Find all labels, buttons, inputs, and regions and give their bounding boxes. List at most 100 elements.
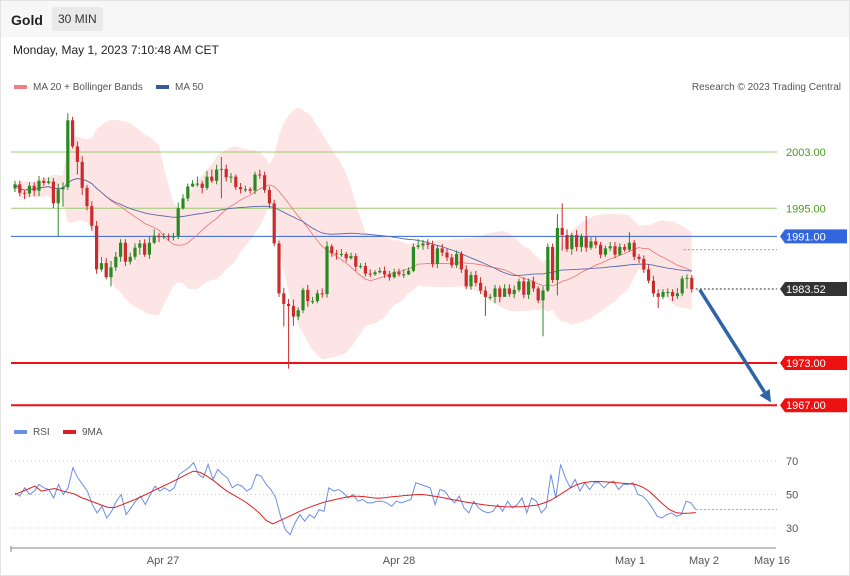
rsi-tick-50: 50 — [786, 490, 798, 502]
candle-body — [219, 168, 223, 170]
ma50-legend-label: MA 50 — [175, 82, 204, 93]
candle-body — [469, 275, 473, 287]
candle-body — [594, 241, 598, 245]
candle-body — [546, 246, 550, 291]
candle-body — [512, 289, 516, 295]
candle-body — [162, 236, 166, 238]
candle-body — [42, 180, 46, 183]
candle-body — [455, 253, 459, 266]
candle-body — [301, 289, 305, 311]
candle-body — [647, 269, 651, 281]
ma20-legend-label: MA 20 + Bollinger Bands — [33, 82, 143, 93]
candle-body — [13, 184, 17, 189]
candle-body — [176, 208, 180, 237]
rsi-panel: 70 50 30 — [11, 456, 798, 536]
candle-body — [599, 244, 603, 255]
level-tags: 2003.00 1995.00 1991.00 1983.52 1973.00 1967.… — [780, 147, 847, 413]
candle-body — [440, 248, 444, 253]
level-label-1995.00: 1995.00 — [786, 203, 826, 215]
candle-body — [378, 270, 382, 273]
candle-body — [387, 274, 391, 278]
level-lines — [11, 151, 777, 407]
candle-body — [416, 245, 420, 247]
candle-body — [234, 176, 238, 188]
candle-body — [119, 242, 123, 257]
candle-body — [99, 263, 103, 270]
candle-body — [507, 288, 511, 295]
candle-body — [383, 270, 387, 275]
candle-body — [335, 253, 339, 255]
header-bar: Gold 30 MIN — [1, 1, 849, 37]
candle-body — [522, 281, 526, 295]
candle-body — [632, 242, 636, 257]
candle-body — [407, 270, 411, 275]
candle-body — [613, 246, 617, 255]
candle-body — [186, 186, 190, 199]
candle-body — [661, 291, 665, 297]
candle-body — [229, 176, 233, 178]
candle-body — [32, 185, 36, 191]
candle-body — [239, 187, 243, 190]
rsi-ma-line — [14, 470, 696, 525]
candle-body — [191, 183, 195, 187]
candle-body — [325, 246, 329, 295]
candle-body — [27, 185, 31, 194]
candle-body — [531, 281, 535, 289]
candle-body — [618, 246, 622, 255]
candle-body — [224, 168, 228, 178]
candle-body — [536, 288, 540, 301]
x-axis: Apr 27 Apr 28 May 1 May 2 May 16 — [10, 546, 790, 567]
candle-body — [210, 176, 214, 181]
candle-body — [397, 272, 401, 275]
timestamp: Monday, May 1, 2023 7:10:48 AM CET — [13, 43, 219, 57]
ma20-line — [14, 178, 692, 287]
x-tick-label: Apr 27 — [147, 555, 179, 567]
ma50-line — [14, 178, 692, 276]
x-tick-label: May 1 — [615, 555, 645, 567]
candle-body — [66, 120, 70, 188]
candle-body — [363, 265, 367, 274]
candle-body — [282, 293, 286, 304]
candle-body — [75, 146, 79, 162]
candle-body — [459, 253, 463, 270]
timeframe-badge[interactable]: 30 MIN — [52, 7, 103, 31]
candle-body — [517, 281, 521, 290]
rsi-tick-30: 30 — [786, 523, 798, 535]
candle-body — [488, 296, 492, 298]
candle-body — [685, 277, 689, 279]
candle-body — [445, 252, 449, 258]
level-tag-1967.00 — [780, 398, 847, 413]
candle-body — [18, 184, 22, 193]
candle-body — [503, 288, 507, 297]
candle-body — [243, 189, 247, 191]
candle-body — [123, 242, 127, 262]
candle-body — [296, 310, 300, 317]
candle-body — [584, 236, 588, 248]
candle-body — [627, 242, 631, 250]
candle-body — [61, 187, 65, 190]
candle-body — [435, 248, 439, 264]
candle-body — [603, 248, 607, 255]
candle-body — [479, 282, 483, 291]
candle-body — [656, 293, 660, 297]
candle-body — [23, 192, 27, 194]
level-tag-1983.52 — [780, 282, 847, 297]
candle-body — [311, 301, 315, 303]
candle-body — [263, 175, 267, 190]
forecast-arrow — [698, 288, 771, 403]
candle-body — [71, 120, 75, 147]
forecast-arrow-head — [759, 389, 771, 403]
candle-body — [272, 203, 276, 244]
instrument-title: Gold — [11, 12, 43, 28]
candle-body — [680, 278, 684, 294]
candle-body — [133, 247, 137, 257]
level-label-1967.00: 1967.00 — [786, 400, 826, 412]
candle-body — [421, 243, 425, 246]
candle-body — [171, 236, 175, 238]
x-tick-label: May 16 — [754, 555, 790, 567]
candle-body — [675, 293, 679, 297]
level-tag-1973.00 — [780, 356, 847, 370]
candle-body — [80, 161, 84, 188]
candle-body — [291, 306, 295, 317]
